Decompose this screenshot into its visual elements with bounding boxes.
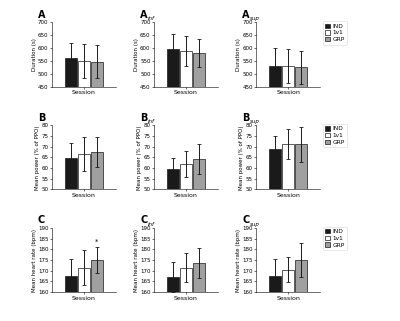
Legend: IND, 1v1, GRP: IND, 1v1, GRP (322, 21, 347, 45)
Bar (270, 149, 281, 189)
Y-axis label: Mean heart rate (bpm): Mean heart rate (bpm) (236, 229, 241, 291)
Bar (282, 66, 294, 87)
Bar (180, 267, 192, 292)
Bar (167, 49, 179, 87)
Text: A: A (140, 10, 148, 20)
Bar (167, 277, 179, 292)
Text: sup: sup (250, 119, 260, 124)
Y-axis label: Duration (s): Duration (s) (32, 38, 37, 71)
Text: sup: sup (250, 221, 260, 227)
Bar (180, 51, 192, 87)
Bar (270, 276, 281, 292)
Text: C: C (140, 215, 147, 225)
Y-axis label: Mean power (% of PPO): Mean power (% of PPO) (137, 125, 142, 189)
Y-axis label: Duration (s): Duration (s) (236, 38, 241, 71)
Bar (180, 164, 192, 189)
Y-axis label: Mean heart rate (bpm): Mean heart rate (bpm) (134, 229, 139, 291)
Y-axis label: Duration (s): Duration (s) (134, 38, 139, 71)
Bar (65, 158, 77, 189)
Bar (91, 152, 102, 189)
Text: sup: sup (250, 16, 260, 21)
Bar (193, 53, 205, 87)
Bar (295, 260, 307, 292)
Text: A: A (242, 10, 250, 20)
Text: inf: inf (148, 221, 154, 227)
Y-axis label: Mean power (% of PPO): Mean power (% of PPO) (239, 125, 244, 189)
Text: C: C (242, 215, 250, 225)
Bar (295, 144, 307, 189)
Bar (167, 169, 179, 189)
Text: B: B (242, 113, 250, 123)
Bar (65, 276, 77, 292)
Text: B: B (38, 113, 45, 123)
Bar (78, 61, 90, 87)
Text: *: * (95, 239, 98, 245)
Bar (282, 270, 294, 292)
Bar (78, 154, 90, 189)
Text: B: B (140, 113, 148, 123)
Bar (91, 260, 102, 292)
Bar (282, 144, 294, 189)
Y-axis label: Mean power (% of PPO): Mean power (% of PPO) (35, 125, 40, 189)
Bar (65, 58, 77, 87)
Bar (193, 160, 205, 189)
Text: inf: inf (148, 119, 154, 124)
Bar (78, 267, 90, 292)
Bar (270, 65, 281, 87)
Bar (91, 62, 102, 87)
Y-axis label: Mean heart rate (bpm): Mean heart rate (bpm) (32, 229, 37, 291)
Legend: IND, 1v1, GRP: IND, 1v1, GRP (322, 124, 347, 147)
Bar (193, 263, 205, 292)
Bar (295, 67, 307, 87)
Text: C: C (38, 215, 45, 225)
Text: A: A (38, 10, 46, 20)
Legend: IND, 1v1, GRP: IND, 1v1, GRP (322, 227, 347, 250)
Text: inf: inf (148, 16, 154, 21)
